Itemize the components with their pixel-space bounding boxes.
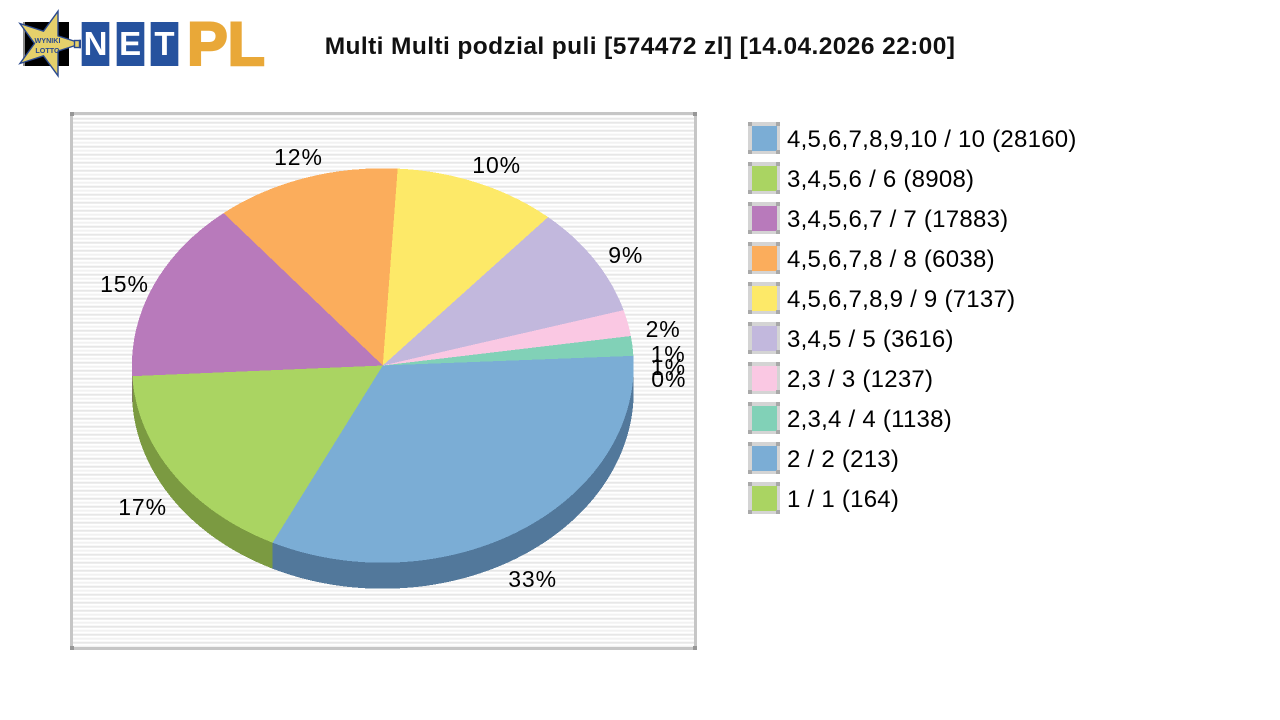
svg-text:LOTTO: LOTTO — [35, 46, 60, 55]
svg-text:WYNIKI: WYNIKI — [35, 36, 61, 45]
